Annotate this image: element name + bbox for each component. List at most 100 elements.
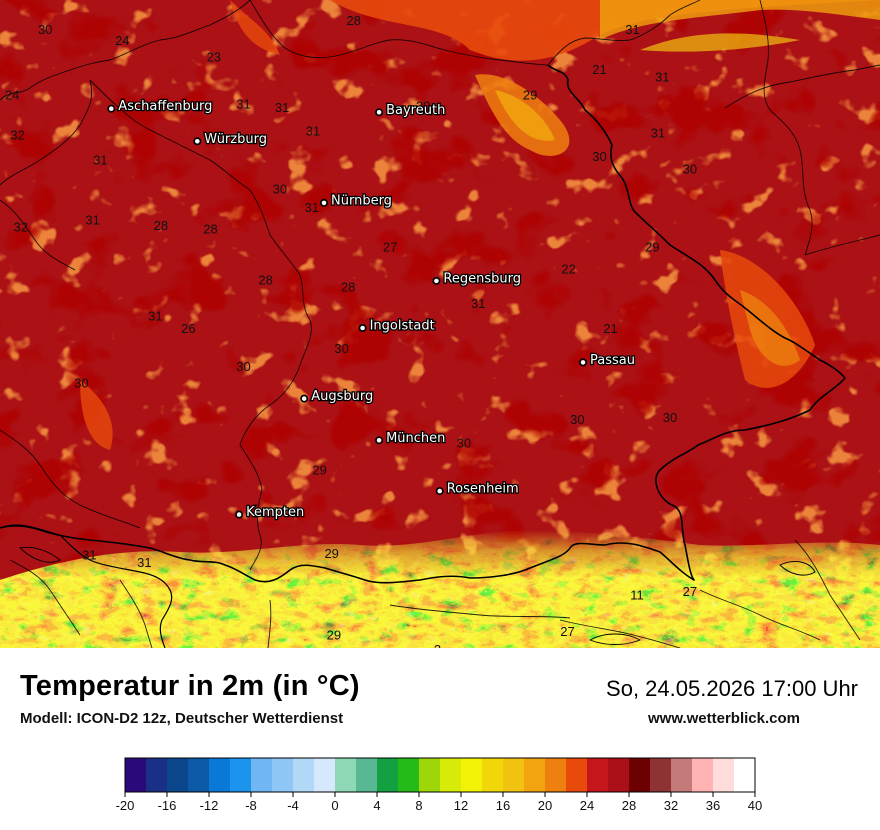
city-label: Passau bbox=[590, 353, 635, 368]
legend-color-step bbox=[692, 758, 714, 792]
city-dot bbox=[437, 488, 443, 494]
city-label: Kempten bbox=[246, 505, 304, 520]
temperature-value-label: 30 bbox=[663, 410, 677, 425]
temperature-value-label: 21 bbox=[592, 62, 606, 77]
city-dot bbox=[376, 110, 382, 115]
legend-color-step bbox=[398, 758, 420, 792]
temperature-value-label: 31 bbox=[148, 309, 162, 324]
temperature-value-label: 32 bbox=[10, 127, 24, 142]
legend-color-step bbox=[608, 758, 630, 792]
legend-color-step bbox=[461, 758, 483, 792]
legend-color-step bbox=[356, 758, 378, 792]
legend-color-step bbox=[335, 758, 357, 792]
map-title: Temperatur in 2m (in °C) bbox=[20, 670, 360, 702]
city-marker: Bayreuth bbox=[375, 102, 447, 119]
city-dot bbox=[580, 360, 586, 365]
legend-tick-label: 40 bbox=[748, 798, 762, 813]
legend-color-step bbox=[440, 758, 462, 792]
legend-color-step bbox=[314, 758, 336, 792]
valid-datetime: So, 24.05.2026 17:00 Uhr bbox=[606, 676, 858, 701]
city-label: Bayreuth bbox=[386, 103, 445, 118]
legend-color-step bbox=[629, 758, 651, 792]
temperature-value-label: 30 bbox=[273, 182, 287, 197]
legend-color-step bbox=[209, 758, 231, 792]
temperature-value-label: 27 bbox=[560, 624, 574, 639]
temperature-value-label: 31 bbox=[655, 69, 669, 84]
city-marker: Nürnberg bbox=[320, 192, 393, 210]
city-label: Nürnberg bbox=[331, 193, 392, 208]
legend-color-step bbox=[671, 758, 693, 792]
temperature-value-label: 24 bbox=[115, 33, 129, 48]
model-info: Modell: ICON-D2 12z, Deutscher Wetterdie… bbox=[20, 710, 344, 727]
legend-color-step bbox=[566, 758, 588, 792]
temperature-value-label: 31 bbox=[305, 200, 319, 215]
legend-tick-label: 28 bbox=[622, 798, 636, 813]
legend-color-step bbox=[146, 758, 168, 792]
city-dot bbox=[301, 396, 307, 401]
temperature-value-label: 31 bbox=[137, 555, 151, 570]
legend-frame bbox=[124, 757, 756, 793]
city-dot bbox=[236, 512, 242, 517]
legend-color-step bbox=[230, 758, 252, 792]
temperature-value-label: 30 bbox=[334, 341, 348, 356]
legend-tick-label: 8 bbox=[415, 798, 422, 813]
temperature-value-label: 27 bbox=[383, 240, 397, 255]
legend-tick-label: 24 bbox=[580, 798, 594, 813]
legend-color-step bbox=[125, 758, 147, 792]
legend-color-step bbox=[587, 758, 609, 792]
temperature-value-label: 23 bbox=[207, 49, 221, 64]
legend-color-step bbox=[251, 758, 273, 792]
website-link[interactable]: www.wetterblick.com bbox=[648, 710, 800, 727]
city-label: Rosenheim bbox=[447, 482, 519, 497]
temperature-value-label: 24 bbox=[5, 87, 19, 102]
temperature-value-label: 31 bbox=[82, 548, 96, 563]
temperature-value-label: 30 bbox=[592, 149, 606, 164]
legend-tick-label: 20 bbox=[538, 798, 552, 813]
cool-zones bbox=[80, 0, 880, 450]
city-dot bbox=[376, 438, 382, 443]
temperature-value-label: 30 bbox=[457, 435, 471, 450]
city-label: Aschaffenburg bbox=[118, 99, 212, 114]
temperature-value-label: 29 bbox=[645, 240, 659, 255]
temperature-value-label: 30 bbox=[570, 412, 584, 427]
info-panel: Temperatur in 2m (in °C) Modell: ICON-D2… bbox=[0, 648, 880, 830]
temperature-value-label: 28 bbox=[154, 218, 168, 233]
temperature-value-label: 21 bbox=[603, 321, 617, 336]
temperature-value-label: 28 bbox=[346, 13, 360, 28]
city-marker: Rosenheim bbox=[435, 480, 520, 498]
legend-color-step bbox=[545, 758, 567, 792]
city-label: Würzburg bbox=[204, 132, 267, 147]
city-dot bbox=[360, 325, 365, 331]
temperature-value-label: 30 bbox=[74, 376, 88, 391]
city-label: Augsburg bbox=[311, 389, 373, 404]
alps-temperature-field bbox=[0, 500, 880, 648]
legend-color-step bbox=[482, 758, 504, 792]
city-dot bbox=[195, 139, 200, 144]
temperature-value-label: 22 bbox=[561, 261, 575, 276]
legend-color-step bbox=[377, 758, 399, 792]
temperature-value-label: 26 bbox=[181, 321, 195, 336]
temperature-value-label: 29 bbox=[312, 463, 326, 478]
temperature-value-label: 30 bbox=[683, 162, 697, 177]
temperature-value-label: 29 bbox=[324, 546, 338, 561]
temperature-value-label: 28 bbox=[341, 280, 355, 295]
temperature-value-label: 31 bbox=[236, 97, 250, 112]
city-marker: Kempten bbox=[235, 504, 306, 521]
temperature-value-label: 31 bbox=[625, 22, 639, 37]
legend-tick-label: 0 bbox=[331, 798, 338, 813]
legend-tick-label: -4 bbox=[287, 798, 299, 813]
temperature-value-label: 28 bbox=[258, 272, 272, 287]
regional-borders bbox=[0, 0, 880, 648]
temperature-value-label: 31 bbox=[651, 126, 665, 141]
city-dot bbox=[109, 106, 114, 111]
temperature-value-label: 11 bbox=[630, 588, 644, 603]
legend-color-step bbox=[293, 758, 315, 792]
legend-color-bar bbox=[124, 757, 756, 793]
legend-color-step bbox=[419, 758, 441, 792]
city-label: Regensburg bbox=[443, 271, 521, 286]
legend-color-step bbox=[167, 758, 189, 792]
temperature-value-label: 29 bbox=[523, 87, 537, 102]
city-marker: Passau bbox=[579, 352, 636, 369]
